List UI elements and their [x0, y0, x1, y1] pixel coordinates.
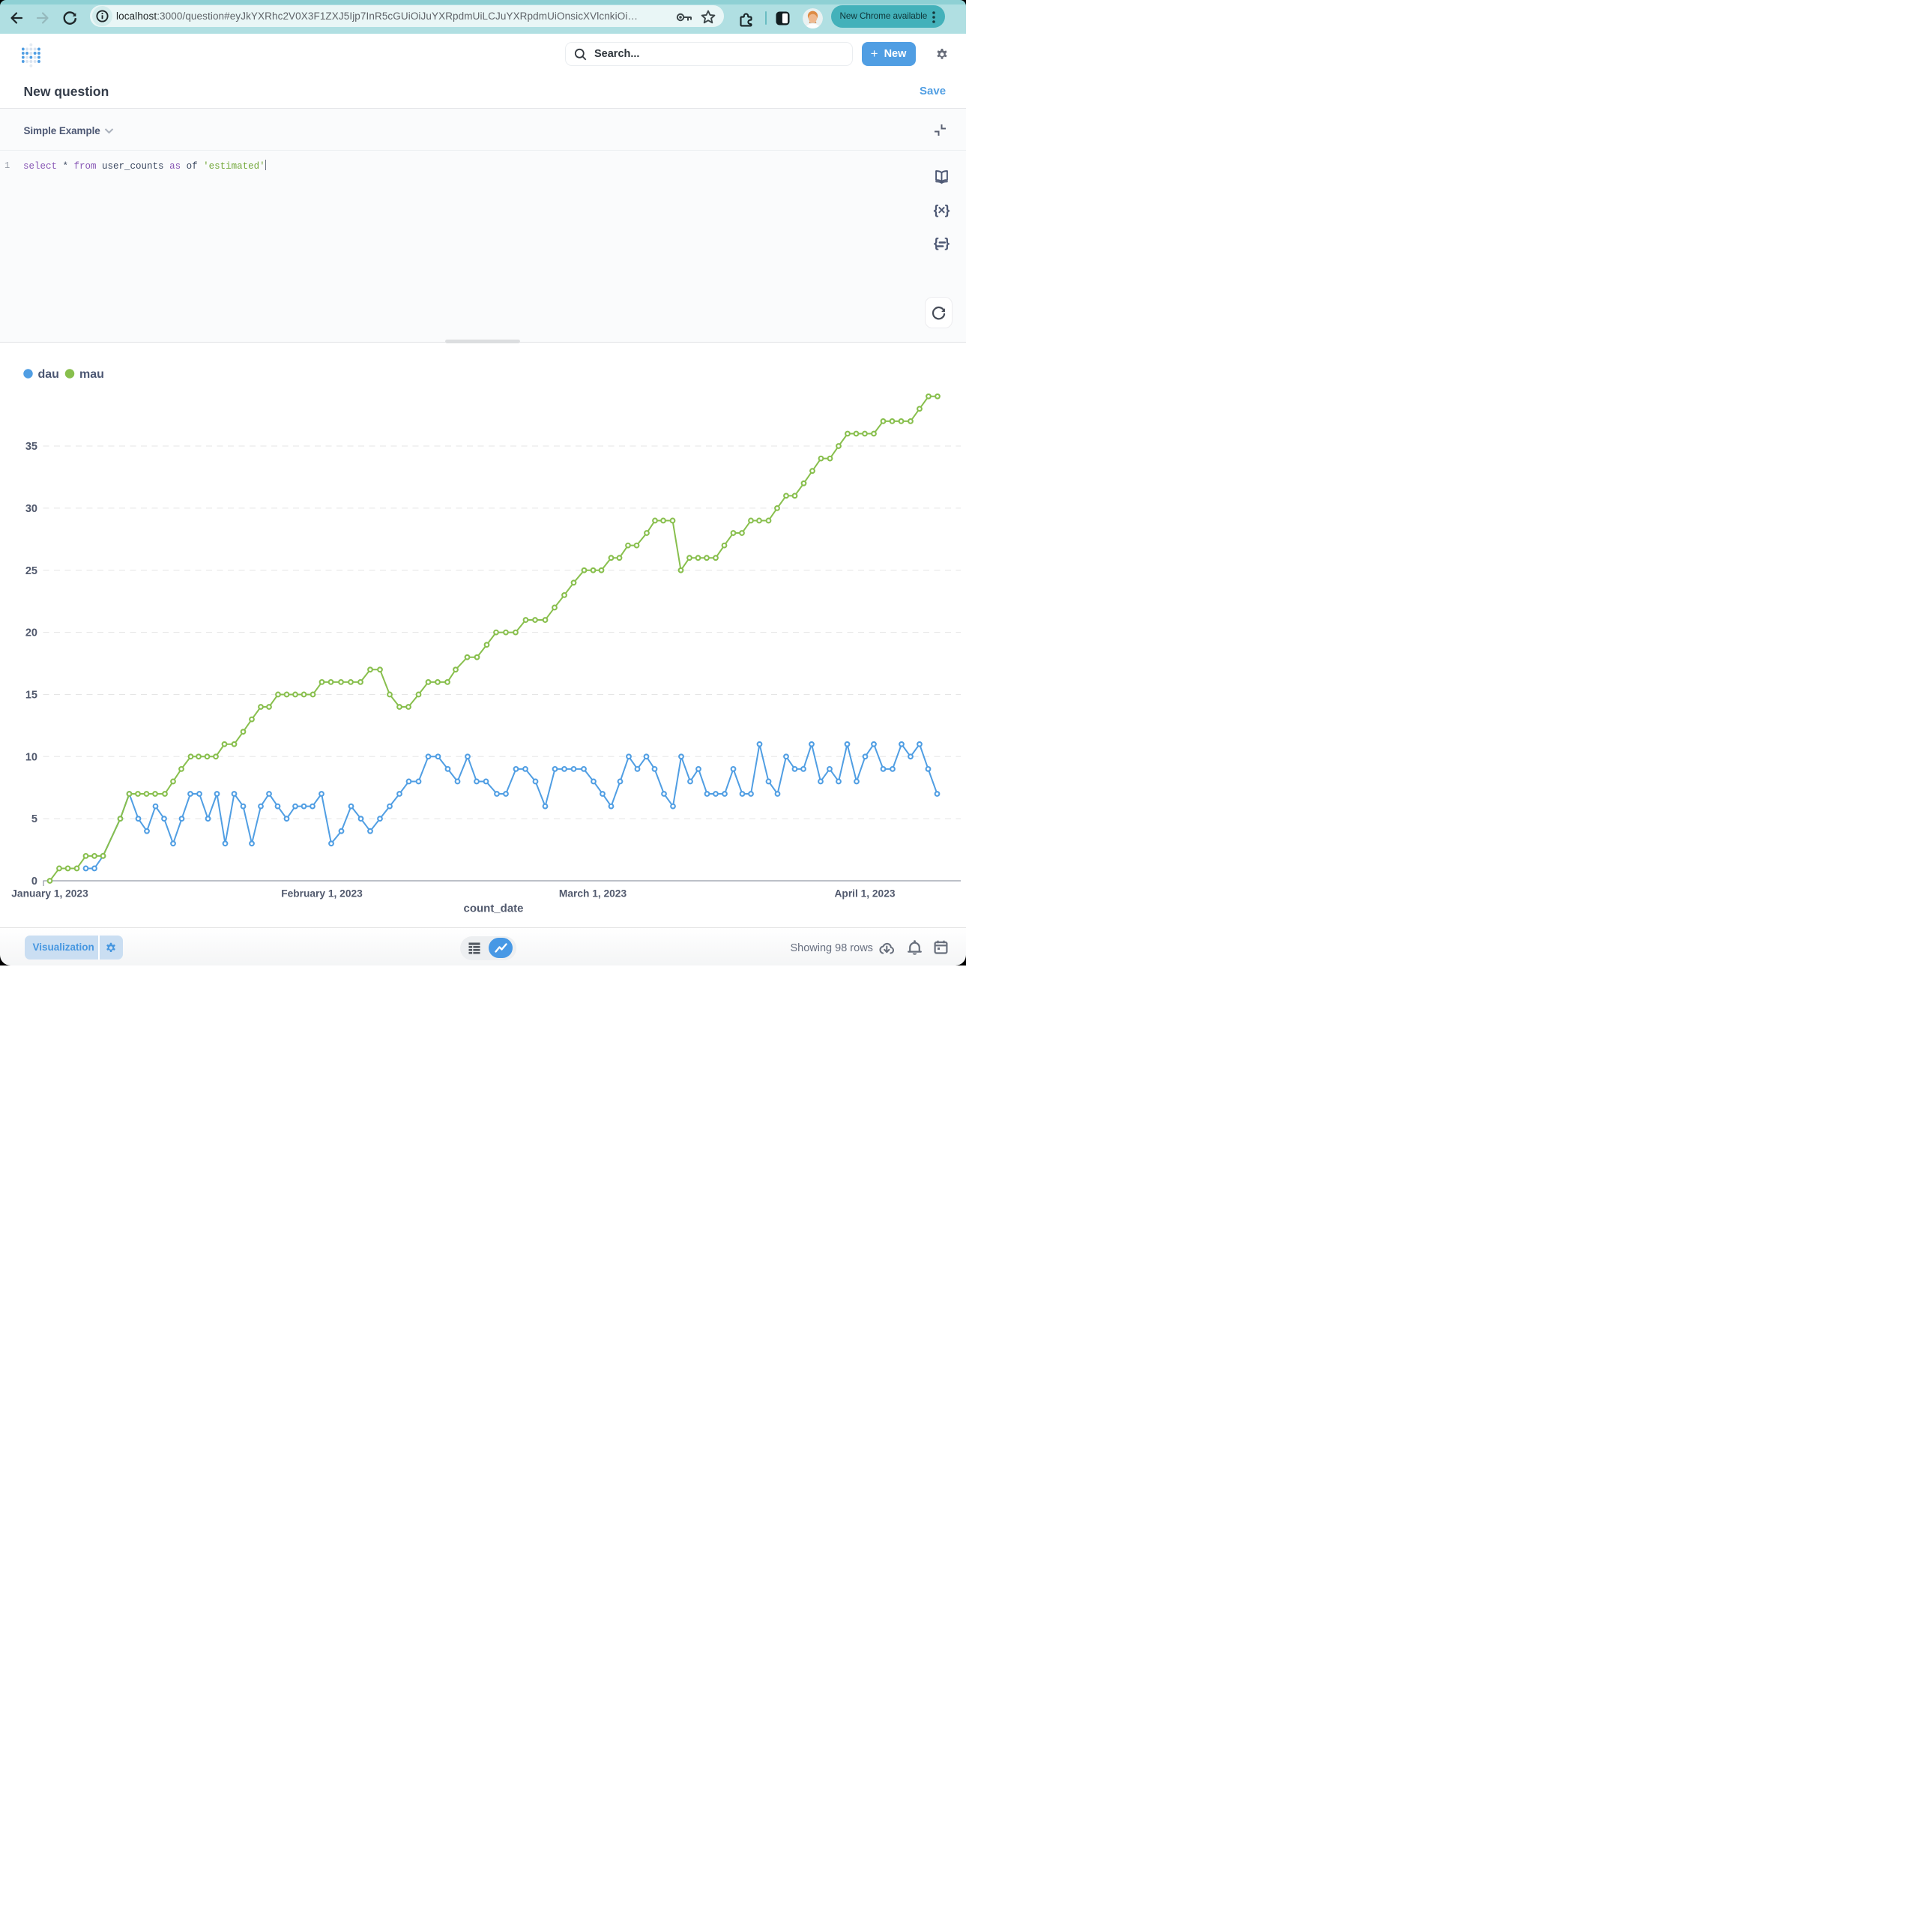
svg-text:January 1, 2023: January 1, 2023: [11, 888, 88, 900]
svg-text:count_date: count_date: [463, 903, 523, 915]
svg-text:February 1, 2023: February 1, 2023: [281, 888, 363, 900]
svg-text:5: 5: [31, 813, 37, 825]
svg-text:25: 25: [25, 565, 37, 577]
svg-text:March 1, 2023: March 1, 2023: [559, 888, 627, 900]
svg-text:15: 15: [25, 689, 37, 701]
svg-text:0: 0: [31, 876, 37, 888]
svg-text:35: 35: [25, 441, 37, 453]
svg-text:20: 20: [25, 627, 37, 639]
svg-text:April 1, 2023: April 1, 2023: [834, 888, 895, 900]
svg-text:10: 10: [25, 751, 37, 763]
svg-text:mau: mau: [79, 368, 104, 381]
svg-text:30: 30: [25, 503, 37, 515]
svg-text:dau: dau: [38, 368, 59, 381]
